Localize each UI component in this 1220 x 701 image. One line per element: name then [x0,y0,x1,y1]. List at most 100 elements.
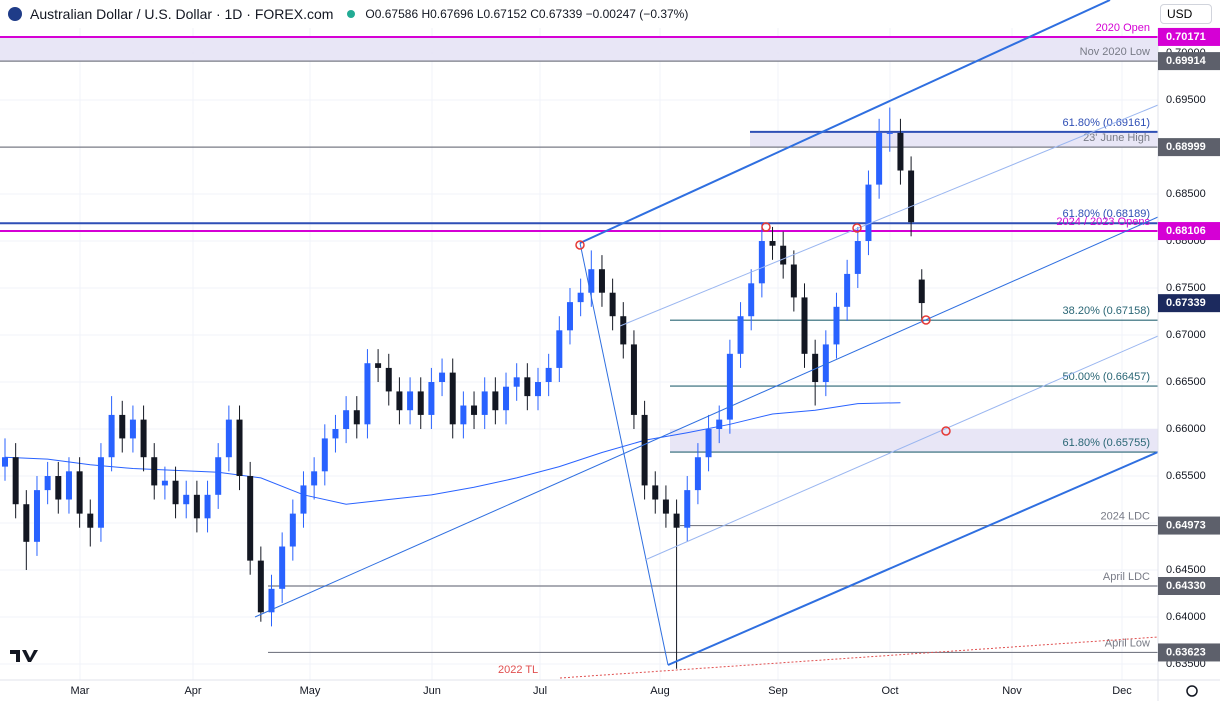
pivot [852,223,862,233]
x-tick-label: Nov [1002,685,1022,697]
candle-body [289,513,296,547]
level-note: 61.80% (0.68189) [1063,208,1150,220]
candle-body [876,132,883,185]
candle-body [854,241,861,274]
ohlc: O0.67586 H0.67696 L0.67152 C0.67339 −0.0… [365,7,689,21]
candle-body [204,494,211,519]
candle-body [684,490,691,528]
zone [750,131,1158,148]
candle-body [492,391,499,411]
y-tick-label: 0.67500 [1166,282,1206,294]
gear[interactable] [1186,685,1198,697]
candle-body [172,480,179,505]
candle-body [364,363,371,425]
candle-body [662,499,669,514]
candle-body [758,241,765,284]
pivot [921,315,931,325]
candle-body [865,184,872,242]
candle-body [23,504,30,542]
candle-body [247,476,254,561]
candle-body [598,269,605,293]
x-tick-label: Mar [71,685,90,697]
level-note: 61.80% (0.65755) [1063,437,1150,449]
candle-body [705,429,712,458]
candle-body [375,363,382,368]
candle-body [55,476,62,500]
settings-icon[interactable] [1186,685,1198,697]
candle-body [641,414,648,486]
candle-body [780,245,787,265]
price-tag [1158,576,1220,595]
candle-body [129,419,136,439]
level-note: 50.00% (0.66457) [1063,371,1150,383]
level-note: 2024 / 2023 Opens [1056,216,1150,228]
x-tick-label: Apr [184,685,201,697]
candle-body [97,457,104,528]
zone [670,429,1158,453]
candle-body [76,471,83,514]
candle-body [300,485,307,514]
price-tag-label: 0.64330 [1166,580,1206,592]
level-note: 23' June High [1083,132,1150,144]
candle-body [471,405,478,415]
candle-body [790,264,797,298]
background [0,28,1158,680]
trend-line-2022 [559,636,1159,679]
candle-body [716,419,723,430]
candle-body [524,377,531,397]
candle-body [652,485,659,500]
candle-body [321,438,328,472]
candle-body [673,513,680,528]
symbol: Australian Dollar / U.S. Dollar · 1D · F… [30,6,334,22]
candle-body [193,494,200,519]
candle-body [417,391,424,415]
price-tag [1158,222,1220,241]
pivot [761,222,771,232]
status-dot [347,10,356,18]
candle-body [87,513,94,528]
candle-body [908,170,915,223]
candle-body [886,132,893,134]
candle-body [577,292,584,303]
y-tick-label: 0.69500 [1166,94,1206,106]
channel-lower [667,451,1159,666]
candle-body [236,419,243,477]
plot: 2020 Open Nov 2020 Low 61.80% (0.69161) 23'… [0,22,1158,669]
y-tick-label: 0.65500 [1166,470,1206,482]
channel-upper [579,0,1111,244]
candle-body [183,494,190,505]
candle-body [833,306,840,345]
pivot [941,426,951,436]
candle-body [279,546,286,589]
channel-mid [644,335,1159,561]
candle-body [343,410,350,430]
candle-body [822,344,829,383]
x-tick-label: Oct [881,685,898,697]
candle-body [503,386,510,411]
price-tag [1158,643,1220,662]
price-axis [1158,28,1220,680]
candle-body [556,330,563,368]
price-tag-label: 0.68106 [1166,225,1206,237]
candle-body [44,476,51,491]
candle-body [726,353,733,420]
candle-body [385,367,392,392]
candle-body [513,377,520,387]
x-tick-label: Sep [768,685,788,697]
candle-body [268,588,275,613]
price-tag-label: 0.63623 [1166,646,1206,658]
candle-body [65,471,72,500]
candle-body [311,471,318,486]
price-tag [1158,294,1220,313]
pivot-markers [575,222,951,436]
y-tick-label: 0.67000 [1166,329,1206,341]
candle-body [694,457,701,491]
level-note: April LDC [1103,571,1150,583]
drawings: 2022 TL [10,0,1159,679]
zone [0,36,1158,62]
candle-body [844,273,851,307]
candle-body [801,297,808,354]
currency-button[interactable]: USD [1160,4,1212,24]
candle-body [748,283,755,317]
